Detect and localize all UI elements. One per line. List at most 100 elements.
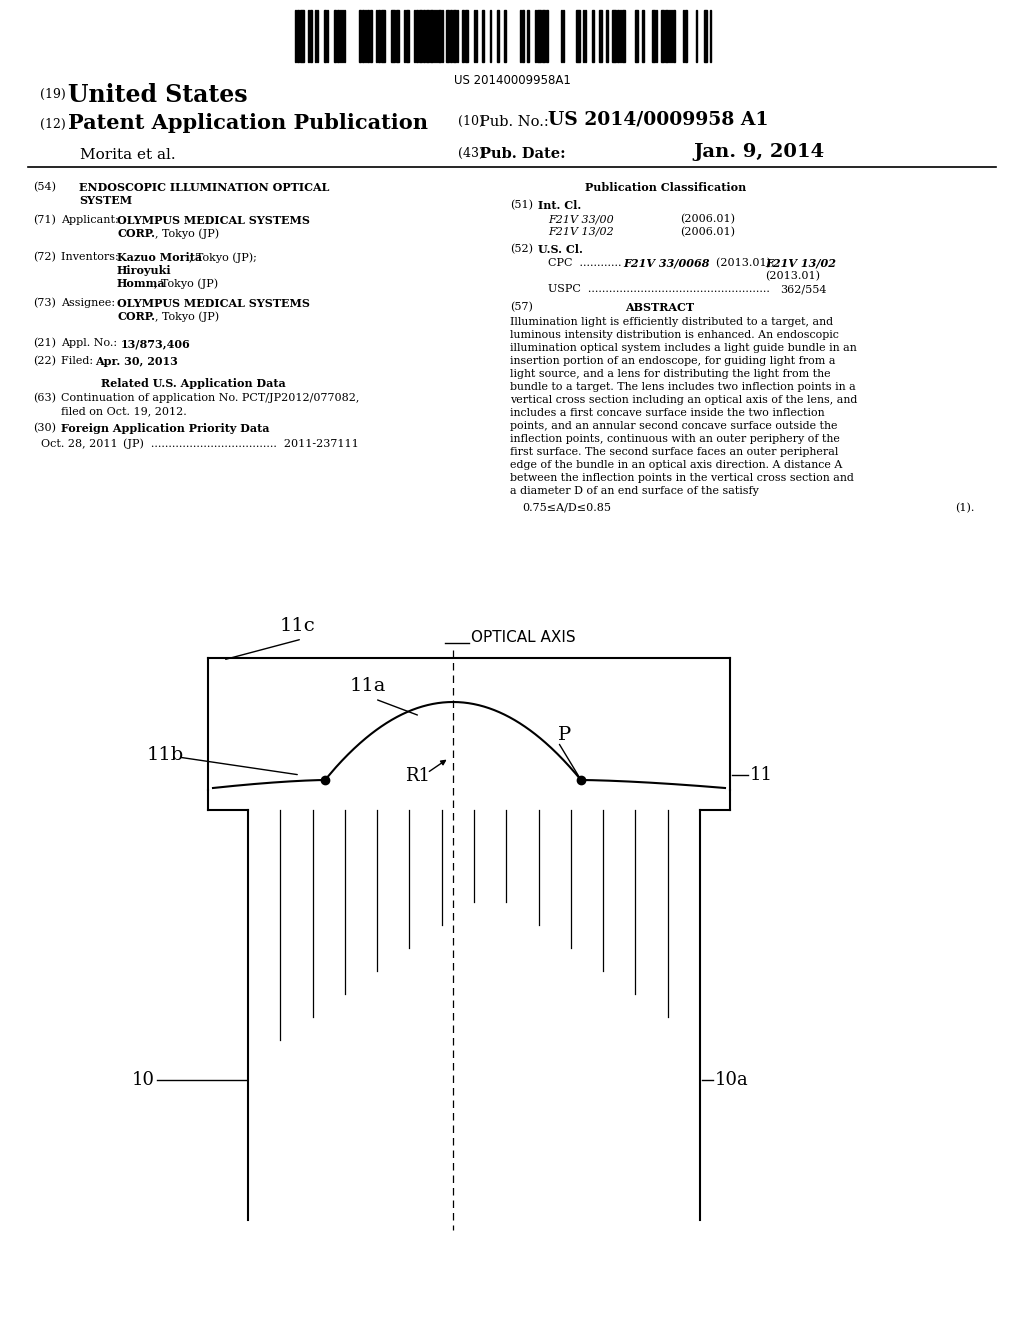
Text: (2013.01);: (2013.01); bbox=[716, 257, 778, 268]
Bar bbox=[537, 11, 541, 62]
Text: 10: 10 bbox=[132, 1071, 155, 1089]
Text: F21V 13/02: F21V 13/02 bbox=[765, 257, 836, 269]
Text: Publication Classification: Publication Classification bbox=[585, 182, 746, 193]
Text: R1: R1 bbox=[406, 767, 430, 785]
Text: F21V 33/00: F21V 33/00 bbox=[548, 214, 613, 224]
Bar bbox=[337, 11, 339, 62]
Text: OPTICAL AXIS: OPTICAL AXIS bbox=[471, 631, 575, 645]
Bar bbox=[652, 11, 655, 62]
Text: (21): (21) bbox=[33, 338, 56, 348]
Bar bbox=[592, 11, 594, 62]
Text: (10): (10) bbox=[458, 115, 484, 128]
Text: bundle to a target. The lens includes two inflection points in a: bundle to a target. The lens includes tw… bbox=[510, 381, 856, 392]
Text: US 20140009958A1: US 20140009958A1 bbox=[454, 74, 570, 87]
Text: Foreign Application Priority Data: Foreign Application Priority Data bbox=[61, 422, 269, 434]
Text: Pub. No.:: Pub. No.: bbox=[480, 115, 549, 129]
Text: 10a: 10a bbox=[715, 1071, 749, 1089]
Bar bbox=[324, 11, 326, 62]
Text: 11b: 11b bbox=[146, 746, 183, 764]
Text: 0.75≤A/D≤0.85: 0.75≤A/D≤0.85 bbox=[522, 503, 611, 513]
Text: Homma: Homma bbox=[117, 279, 166, 289]
Bar bbox=[642, 11, 644, 62]
Text: filed on Oct. 19, 2012.: filed on Oct. 19, 2012. bbox=[61, 407, 186, 416]
Bar bbox=[419, 11, 422, 62]
Text: OLYMPUS MEDICAL SYSTEMS: OLYMPUS MEDICAL SYSTEMS bbox=[117, 215, 310, 226]
Bar bbox=[453, 11, 456, 62]
Text: F21V 13/02: F21V 13/02 bbox=[548, 227, 613, 238]
Text: ENDOSCOPIC ILLUMINATION OPTICAL: ENDOSCOPIC ILLUMINATION OPTICAL bbox=[79, 182, 330, 193]
Text: CORP.: CORP. bbox=[117, 312, 155, 322]
Text: , Tokyo (JP): , Tokyo (JP) bbox=[155, 312, 219, 322]
Text: (2006.01): (2006.01) bbox=[680, 227, 735, 238]
Text: U.S. Cl.: U.S. Cl. bbox=[538, 244, 583, 255]
Text: Illumination light is efficiently distributed to a target, and: Illumination light is efficiently distri… bbox=[510, 317, 834, 327]
Text: ABSTRACT: ABSTRACT bbox=[625, 302, 694, 313]
Text: Pub. Date:: Pub. Date: bbox=[480, 147, 565, 161]
Text: (22): (22) bbox=[33, 356, 56, 367]
Bar bbox=[334, 11, 336, 62]
Bar bbox=[482, 11, 484, 62]
Bar bbox=[673, 11, 675, 62]
Bar bbox=[362, 11, 364, 62]
Text: a diameter D of an end surface of the satisfy: a diameter D of an end surface of the sa… bbox=[510, 486, 759, 496]
Text: Assignee:: Assignee: bbox=[61, 298, 119, 308]
Bar bbox=[430, 11, 433, 62]
Text: (73): (73) bbox=[33, 298, 56, 309]
Text: 362/554: 362/554 bbox=[780, 284, 826, 294]
Bar bbox=[416, 11, 418, 62]
Bar bbox=[465, 11, 468, 62]
Bar bbox=[438, 11, 441, 62]
Text: (43): (43) bbox=[458, 147, 484, 160]
Bar bbox=[462, 11, 464, 62]
Text: OLYMPUS MEDICAL SYSTEMS: OLYMPUS MEDICAL SYSTEMS bbox=[117, 298, 310, 309]
Text: F21V 33/0068: F21V 33/0068 bbox=[623, 257, 710, 269]
Text: CORP.: CORP. bbox=[117, 228, 155, 239]
Text: , Tokyo (JP): , Tokyo (JP) bbox=[155, 228, 219, 239]
Bar bbox=[662, 11, 664, 62]
Bar bbox=[381, 11, 385, 62]
Text: 13/873,406: 13/873,406 bbox=[121, 338, 190, 348]
Text: (54): (54) bbox=[33, 182, 56, 193]
Text: P: P bbox=[558, 726, 571, 744]
Bar bbox=[297, 11, 299, 62]
Text: 11c: 11c bbox=[281, 616, 315, 635]
Bar bbox=[665, 11, 668, 62]
Bar bbox=[542, 11, 545, 62]
Bar bbox=[497, 11, 499, 62]
Text: insertion portion of an endoscope, for guiding light from a: insertion portion of an endoscope, for g… bbox=[510, 356, 836, 366]
Bar bbox=[617, 11, 618, 62]
Text: Filed:: Filed: bbox=[61, 356, 114, 366]
Text: (52): (52) bbox=[510, 244, 534, 255]
Text: Hiroyuki: Hiroyuki bbox=[117, 265, 172, 276]
Text: , Tokyo (JP);: , Tokyo (JP); bbox=[189, 252, 260, 263]
Text: Inventors:: Inventors: bbox=[61, 252, 122, 261]
Bar bbox=[522, 11, 524, 62]
Text: (1).: (1). bbox=[955, 503, 975, 513]
Text: (19): (19) bbox=[40, 88, 66, 102]
Bar bbox=[426, 11, 429, 62]
Text: includes a first concave surface inside the two inflection: includes a first concave surface inside … bbox=[510, 408, 824, 418]
Text: 11a: 11a bbox=[350, 677, 386, 696]
Text: (2006.01): (2006.01) bbox=[680, 214, 735, 224]
Text: (12): (12) bbox=[40, 117, 66, 131]
Bar bbox=[359, 11, 361, 62]
Text: (57): (57) bbox=[510, 302, 532, 313]
Text: vertical cross section including an optical axis of the lens, and: vertical cross section including an opti… bbox=[510, 395, 857, 405]
Bar bbox=[396, 11, 399, 62]
Bar bbox=[622, 11, 625, 62]
Text: Patent Application Publication: Patent Application Publication bbox=[68, 114, 428, 133]
Text: (63): (63) bbox=[33, 393, 56, 404]
Text: Oct. 28, 2011: Oct. 28, 2011 bbox=[41, 438, 118, 447]
Text: (72): (72) bbox=[33, 252, 56, 263]
Bar bbox=[635, 11, 638, 62]
Bar bbox=[612, 11, 616, 62]
Bar bbox=[423, 11, 425, 62]
Bar bbox=[685, 11, 687, 62]
Bar bbox=[599, 11, 602, 62]
Bar bbox=[370, 11, 372, 62]
Text: Morita et al.: Morita et al. bbox=[80, 148, 176, 162]
Text: (JP)  ....................................  2011-237111: (JP) ...................................… bbox=[123, 438, 358, 449]
Text: first surface. The second surface faces an outer peripheral: first surface. The second surface faces … bbox=[510, 447, 839, 457]
Text: United States: United States bbox=[68, 83, 248, 107]
Text: US 2014/0009958 A1: US 2014/0009958 A1 bbox=[548, 111, 768, 129]
